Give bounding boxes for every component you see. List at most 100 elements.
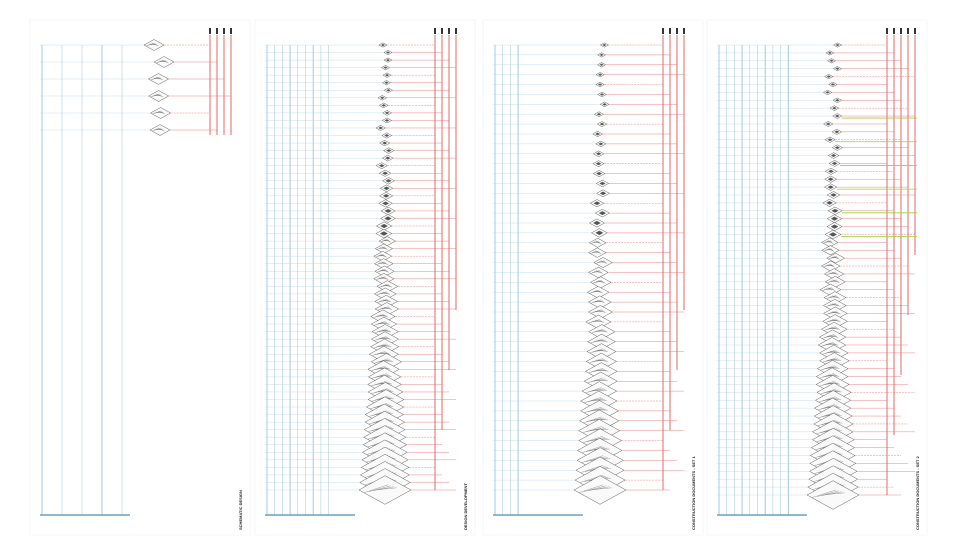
sheet-detail: [597, 349, 608, 352]
sheet-detail: [819, 373, 835, 379]
sheet-detail: [600, 260, 608, 264]
sheet-fill: [595, 230, 604, 236]
sheet-detail: [594, 250, 602, 255]
sheet-fill: [380, 43, 385, 47]
sheet-fill: [384, 134, 390, 137]
sheet: [374, 258, 394, 270]
sheet: [150, 107, 171, 119]
sheet-detail: [816, 490, 839, 497]
sheet-detail: [825, 310, 837, 315]
panel-title: SCHEMATIC DESIGN: [238, 490, 243, 530]
sheet-detail: [597, 359, 609, 362]
sheet-detail: [371, 395, 389, 402]
sheet-detail: [579, 484, 604, 493]
sheet-detail: [381, 300, 390, 302]
sheet-detail: [824, 265, 833, 267]
sheet-detail: [830, 359, 841, 361]
sheet-detail: [594, 399, 607, 401]
sheet: [826, 253, 845, 264]
sheet: [588, 237, 607, 248]
sheet-detail: [832, 311, 841, 315]
sheet-detail: [378, 270, 387, 272]
sheet-fill: [599, 191, 607, 196]
sheet-fill: [381, 104, 386, 107]
sheet-fill: [598, 142, 604, 146]
sheet-fill: [827, 177, 834, 181]
header-icon: [886, 28, 888, 34]
sheet-detail: [825, 303, 837, 307]
sheet-fill: [830, 154, 837, 158]
sheet-detail: [827, 279, 837, 283]
sheet-fill: [593, 201, 601, 206]
sheet-detail: [822, 382, 837, 386]
sheet-fill: [834, 114, 840, 118]
sheet-fill: [599, 122, 605, 126]
sheet-detail: [581, 445, 603, 453]
sheet-detail: [831, 303, 840, 307]
sheet-detail: [827, 240, 834, 244]
sheet-detail: [381, 261, 388, 266]
header-icon: [448, 28, 450, 34]
sheet-detail: [161, 59, 169, 64]
sheet-fill: [384, 216, 392, 221]
sheet-detail: [151, 42, 159, 47]
sheet-detail: [830, 327, 840, 330]
sheet-fill: [386, 89, 391, 92]
sheet: [573, 475, 627, 505]
header-icon: [683, 28, 685, 34]
header-icon: [914, 28, 916, 34]
sheet-detail: [375, 276, 386, 280]
sheet-detail: [595, 290, 603, 294]
sheet-fill: [384, 111, 390, 115]
sheet: [153, 56, 175, 68]
sheet-detail: [589, 358, 604, 364]
sheet-fill: [835, 67, 840, 70]
sheet-detail: [825, 383, 839, 385]
sheet-fill: [826, 75, 831, 78]
sheet-detail: [378, 487, 397, 490]
sheet-detail: [589, 289, 600, 294]
sheet-fill: [826, 201, 833, 205]
header-icon: [434, 28, 436, 34]
sheet-fill: [827, 51, 832, 55]
sheet-detail: [152, 77, 161, 80]
sheet-fill: [827, 138, 833, 142]
sheet-fill: [596, 171, 602, 176]
sheet-detail: [588, 486, 609, 491]
sheet-detail: [152, 110, 162, 115]
sheet-detail: [381, 246, 388, 251]
sheet-fill: [599, 181, 606, 186]
sheet-detail: [830, 257, 838, 259]
sheet-detail: [583, 436, 603, 443]
sheet-detail: [380, 285, 390, 287]
sheet-detail: [379, 314, 389, 318]
header-icon: [230, 28, 232, 34]
sheet: [588, 247, 607, 258]
sheet-detail: [820, 388, 837, 395]
sheet-detail: [825, 288, 835, 290]
sheet: [358, 475, 412, 505]
sheet-detail: [381, 344, 391, 348]
sheet-detail: [377, 277, 387, 279]
sheet-detail: [829, 304, 839, 306]
sheet-detail: [380, 322, 390, 325]
sheet-detail: [818, 396, 836, 403]
sheet-detail: [381, 337, 392, 340]
sheet-fill: [595, 132, 601, 136]
sheet-detail: [828, 272, 837, 275]
sheet-detail: [818, 412, 836, 419]
sheet-detail: [371, 388, 388, 394]
sheet-detail: [592, 271, 601, 273]
sheet: [149, 124, 171, 136]
sheet: [143, 39, 165, 51]
sheet-detail: [594, 360, 607, 362]
sheet-detail: [157, 110, 166, 115]
sheet-fill: [595, 162, 602, 166]
sheet-detail: [154, 111, 163, 114]
sheet-fill: [382, 201, 389, 206]
header-icon: [441, 28, 443, 34]
header-icon: [455, 28, 457, 34]
sheet-detail: [371, 380, 387, 387]
sheet-detail: [585, 446, 605, 452]
sheet-detail: [145, 42, 156, 47]
